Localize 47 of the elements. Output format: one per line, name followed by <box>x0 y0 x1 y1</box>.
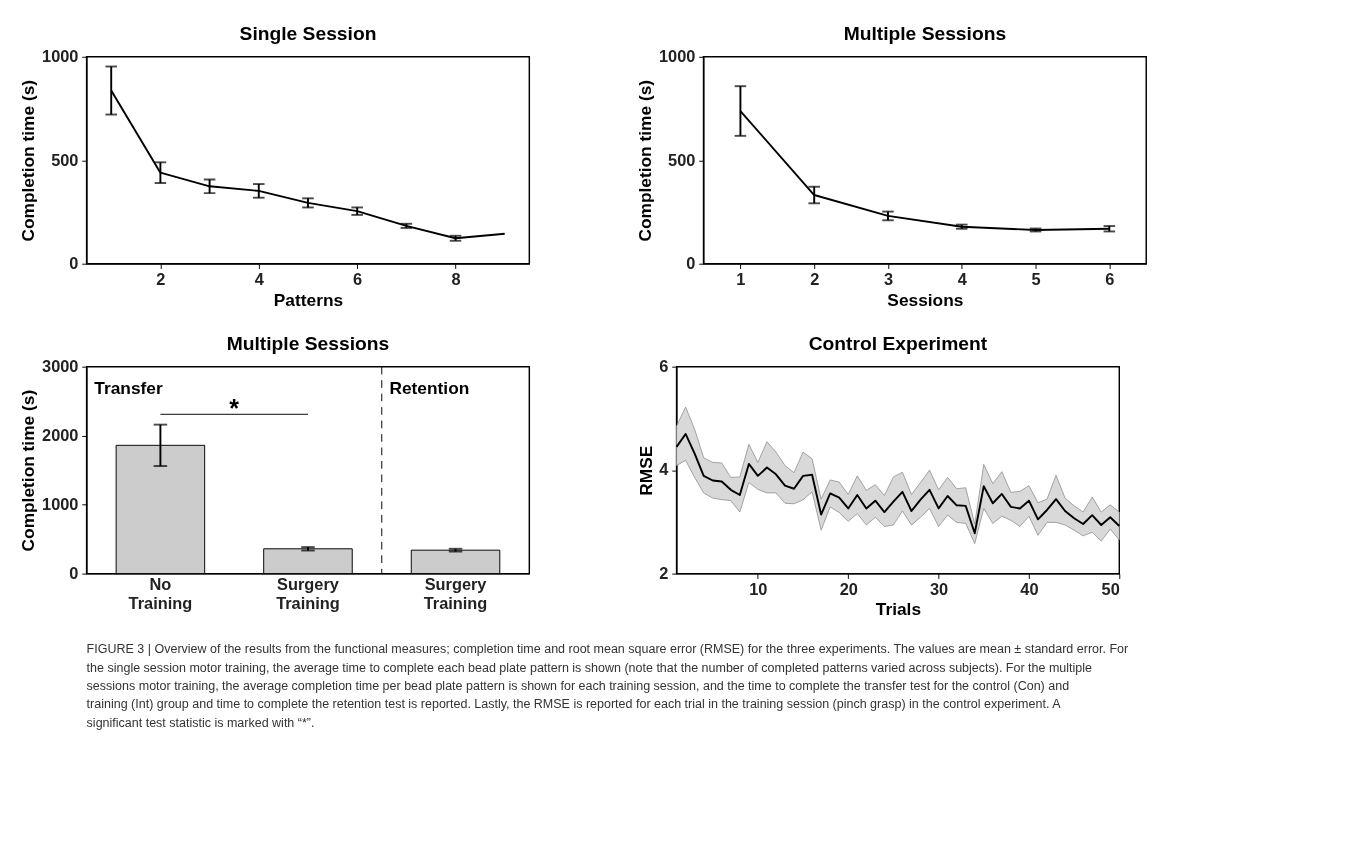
x-tick-label: Surgery Training <box>423 575 488 612</box>
y-tick-label: 2000 <box>42 425 79 444</box>
x-tick-label: No Training <box>128 575 193 612</box>
y-tick-label: 2 <box>659 563 669 582</box>
chart-title: Multiple Sessions <box>226 333 390 355</box>
y-axis-title: RMSE <box>635 445 656 496</box>
x-tick-label: 3 <box>883 270 894 289</box>
y-tick-label: 6 <box>659 356 669 375</box>
y-tick-label: 1000 <box>42 494 79 513</box>
y-axis-title: Completion time (s) <box>18 79 39 242</box>
y-tick-label: 1000 <box>658 47 696 66</box>
y-tick-label: 500 <box>668 150 696 169</box>
y-tick-label: 1000 <box>42 47 79 66</box>
y-tick-label: 0 <box>686 254 696 273</box>
line-series <box>675 432 1121 535</box>
x-tick-label: 6 <box>1105 270 1115 289</box>
annotation: * <box>229 394 240 423</box>
x-tick-label: 4 <box>254 270 265 289</box>
x-tick-label: 8 <box>451 270 461 289</box>
x-tick-label: 2 <box>156 270 166 289</box>
x-tick-label: 50 <box>1101 580 1120 599</box>
y-axis-title: Completion time (s) <box>635 79 656 242</box>
y-tick-label: 0 <box>69 254 79 273</box>
x-tick-label: 20 <box>839 580 858 599</box>
y-tick-label: 3000 <box>42 356 79 375</box>
x-tick-label: Surgery Training <box>276 575 340 612</box>
y-tick-label: 4 <box>659 460 670 479</box>
x-tick-label: 30 <box>929 580 949 599</box>
x-tick-label: 4 <box>957 270 968 289</box>
x-axis-title: Sessions <box>887 289 964 310</box>
annotation: Transfer <box>94 377 163 398</box>
x-tick-label: 2 <box>810 270 820 289</box>
x-axis-title: Trials <box>875 599 922 620</box>
caption: FIGURE 3 | Overview of the results from the functional measures; completion time and root mean square error (RMSE) for the three experiments. The values are mean ± standard error. For the single session motor training, the average time to complete each bead plate pattern is shown (note that the number of completed patterns varied across subjects). For the multiple sessions motor training, the average completion time per bead plate pattern is shown for each training session, and the time to complete the transfer test for the control (Con) and training (Int) group and time to complete the retention test is reported. Lastly, the RMSE is reported for each trial in the training session (pinch grasp) in the control experiment. A significant test statistic is marked with “*”. <box>86 642 1129 730</box>
y-tick-label: 500 <box>51 150 79 169</box>
x-tick-label: 1 <box>736 270 746 289</box>
chart-title: Multiple Sessions <box>843 23 1007 45</box>
x-tick-label: 10 <box>749 580 768 599</box>
x-tick-label: 6 <box>353 270 363 289</box>
y-axis-title: Completion time (s) <box>18 389 39 552</box>
x-axis-title: Patterns <box>273 289 344 310</box>
x-tick-label: 40 <box>1020 580 1039 599</box>
chart-title: Control Experiment <box>808 333 988 355</box>
annotation: Retention <box>389 377 470 398</box>
x-tick-label: 5 <box>1031 270 1041 289</box>
chart-title: Single Session <box>239 23 377 45</box>
y-tick-label: 0 <box>69 563 79 582</box>
